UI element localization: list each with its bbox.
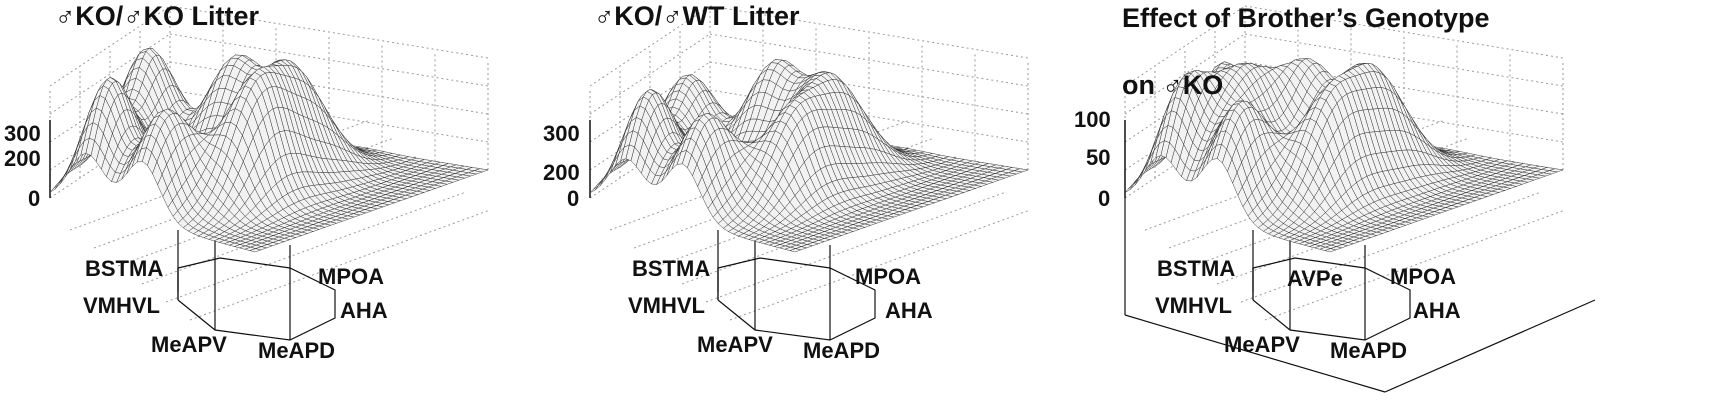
panel3-label-mpoa: MPOA xyxy=(1390,264,1456,289)
panel3-stems xyxy=(1252,230,1411,341)
panel2-label-bstma: BSTMA xyxy=(632,256,710,281)
panel2-ztick-0: 0 xyxy=(567,186,579,211)
panel-brother-effect: Effect of Brother’s Genotype on ♂KO 100 … xyxy=(1074,3,1596,393)
panel2-surface xyxy=(589,59,1029,253)
surface-cell xyxy=(54,177,64,190)
panel3-ztick-50: 50 xyxy=(1086,145,1110,170)
panel3-label-meapd: MeAPD xyxy=(1330,338,1407,363)
panel1-surface xyxy=(49,47,489,253)
panel2-label-meapv: MeAPV xyxy=(697,332,773,357)
panel1-label-bstma: BSTMA xyxy=(85,256,163,281)
surface-cell xyxy=(1135,170,1144,185)
surface-cell xyxy=(789,248,802,253)
panel1-label-meapd: MeAPD xyxy=(258,338,335,363)
panel3-surface xyxy=(1124,58,1564,253)
panel1-label-aha: AHA xyxy=(340,298,388,323)
panel-ko-wt: ♂KO/♂WT Litter 300 200 0 BSTMA MPOA VMHV… xyxy=(543,1,1031,363)
panel1-ztick-200: 200 xyxy=(4,146,41,171)
panel-ko-ko: ♂KO/♂KO Litter 300 200 0 BSTMA MPOA VMHV… xyxy=(4,1,491,363)
panel2-ztick-300: 300 xyxy=(543,121,580,146)
panel1-ztick-0: 0 xyxy=(28,186,40,211)
surface-cell xyxy=(600,171,609,186)
panel3-label-vmhvl: VMHVL xyxy=(1155,293,1232,318)
surface-cell xyxy=(60,168,69,185)
panel1-title: ♂KO/♂KO Litter xyxy=(55,1,259,31)
surface-cell xyxy=(1129,178,1139,190)
panel1-stems xyxy=(177,230,336,341)
panel2-stems xyxy=(717,230,876,341)
surface-cell xyxy=(594,179,604,191)
panel3-label-bstma: BSTMA xyxy=(1157,256,1235,281)
panel3-label-meapv: MeAPV xyxy=(1224,332,1300,357)
panel1-label-vmhvl: VMHVL xyxy=(83,293,160,318)
panel3-ztick-0: 0 xyxy=(1098,186,1110,211)
panel1-ztick-300: 300 xyxy=(4,121,41,146)
panel1-label-mpoa: MPOA xyxy=(318,264,384,289)
panel2-label-mpoa: MPOA xyxy=(855,264,921,289)
panel3-ztick-100: 100 xyxy=(1074,107,1111,132)
surface-cell xyxy=(1124,185,1134,193)
panel2-label-vmhvl: VMHVL xyxy=(628,293,705,318)
panel3-subtitle: on ♂KO xyxy=(1122,70,1223,100)
surface-cell xyxy=(589,185,599,193)
panel3-label-avpe: AVPe xyxy=(1287,266,1343,291)
surface-cell xyxy=(49,184,59,193)
panel2-label-meapd: MeAPD xyxy=(803,338,880,363)
panel2-ztick-200: 200 xyxy=(543,160,580,185)
surface-cell xyxy=(249,248,262,253)
panel3-label-aha: AHA xyxy=(1413,298,1461,323)
panel2-label-aha: AHA xyxy=(885,298,933,323)
panel2-title: ♂KO/♂WT Litter xyxy=(594,1,800,31)
panel3-title: Effect of Brother’s Genotype xyxy=(1122,3,1490,33)
panel1-label-meapv: MeAPV xyxy=(151,332,227,357)
